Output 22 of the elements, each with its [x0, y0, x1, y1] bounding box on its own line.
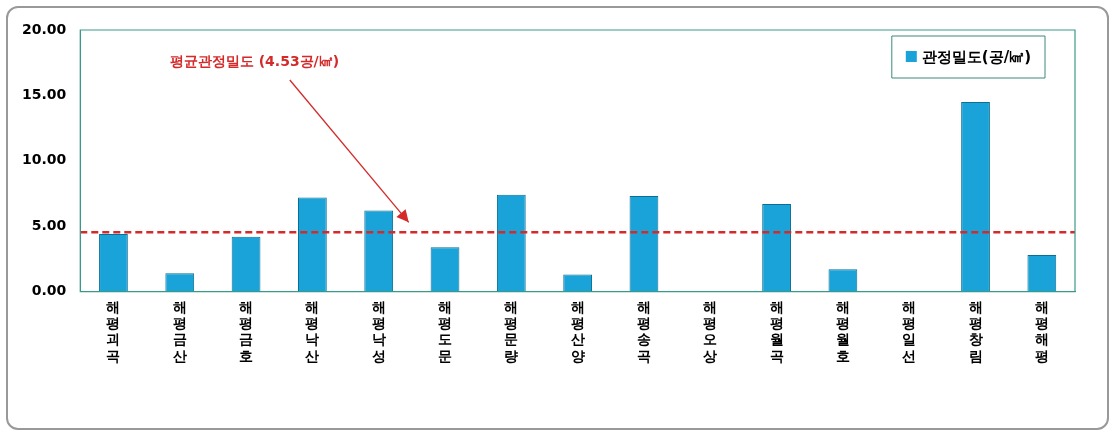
x-tick-label: 해평금산 — [172, 299, 187, 364]
x-tick-label: 해평일선 — [902, 299, 917, 364]
x-tick-label: 해평월호 — [835, 299, 850, 364]
ref-line-label: 평균관정밀도 (4.53공/㎢) — [169, 52, 340, 69]
x-tick-label: 해평낙산 — [305, 299, 320, 364]
x-tick-label: 해평송곡 — [636, 299, 651, 364]
x-tick-label: 해평해평 — [1034, 299, 1049, 364]
y-tick-label: 0.00 — [31, 282, 67, 299]
x-tick-label: 해평창림 — [968, 299, 983, 364]
y-tick-label: 20.00 — [21, 20, 67, 37]
y-tick-label: 10.00 — [21, 151, 67, 168]
x-tick-label: 해평오상 — [703, 299, 718, 364]
y-tick-label: 5.00 — [31, 216, 67, 233]
x-tick-label: 해평괴곡 — [106, 299, 121, 364]
x-tick-label: 해평산양 — [570, 299, 585, 364]
legend-label: 관정밀도(공/㎢) — [921, 47, 1032, 66]
x-tick-label: 해평낙성 — [371, 299, 386, 364]
x-tick-label: 해평월곡 — [769, 299, 784, 364]
x-tick-label: 해평금호 — [239, 299, 254, 364]
x-tick-label: 해평문량 — [504, 299, 519, 364]
y-tick-label: 15.00 — [21, 86, 67, 103]
x-tick-label: 해평도문 — [438, 299, 453, 364]
